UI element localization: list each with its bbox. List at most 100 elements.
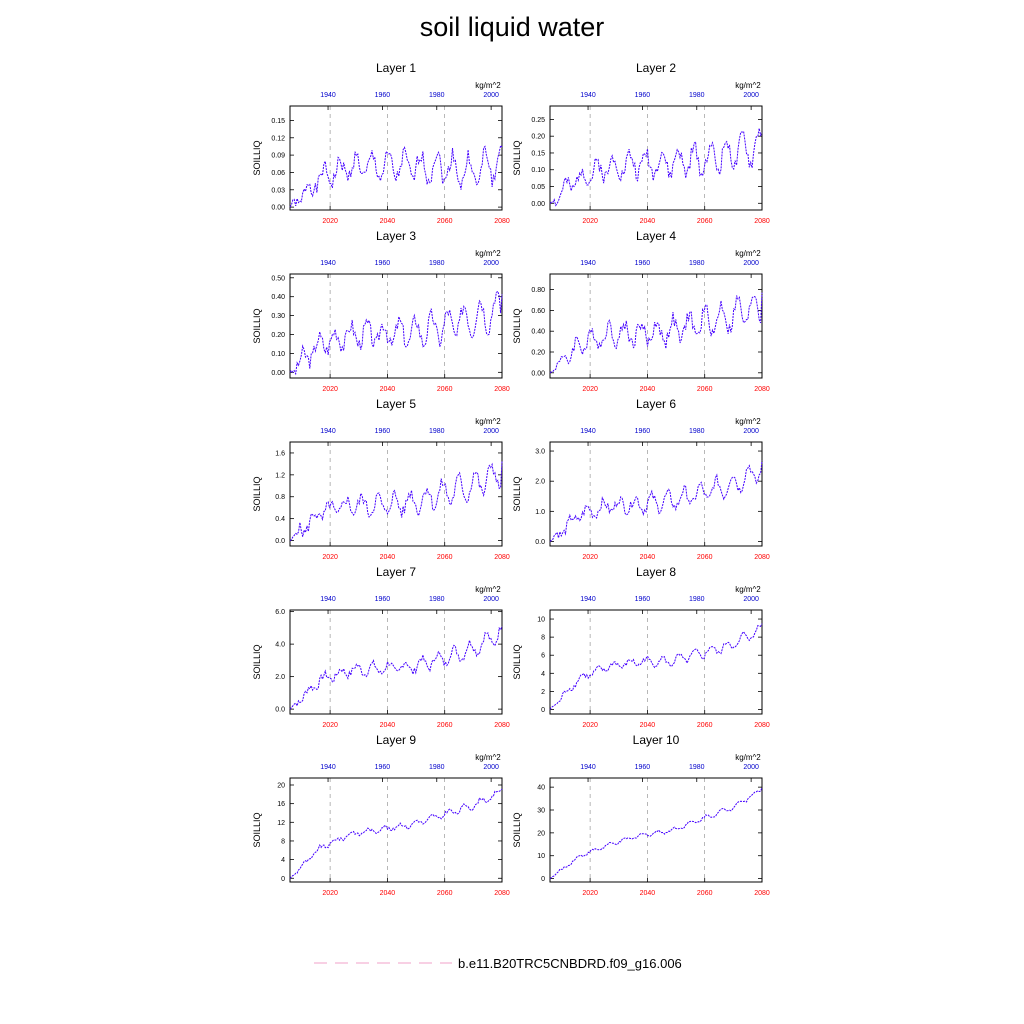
y-tick-label: 0.60 [531,308,545,315]
y-tick-label: 20 [277,782,285,789]
y-tick-label: 0.00 [271,370,285,377]
x-tick-label: 2080 [494,386,510,393]
series-line [289,290,503,376]
panel-layer-5: Layer 5 kg/m^2 SOILLIQ 0.0 0.4 0.8 1.2 1.6 2020 2… [252,397,510,561]
x-tick-label: 2040 [380,386,396,393]
x-tick-label: 2080 [754,890,770,897]
y-tick-label: 10 [537,617,545,624]
units-label: kg/m^2 [475,585,501,594]
x-tick-label: 2080 [494,218,510,225]
y-tick-label: 1.2 [275,472,285,479]
y-tick-label: 6.0 [275,609,285,616]
y-tick-label: 0.10 [271,351,285,358]
x-tick-label: 2060 [437,722,453,729]
top-x-tick-label: 1980 [689,596,705,603]
x-tick-label: 2020 [322,890,338,897]
units-label: kg/m^2 [735,753,761,762]
y-tick-label: 0.80 [531,287,545,294]
series-line [289,788,503,879]
top-x-tick-label: 2000 [483,428,499,435]
top-x-tick-label: 1980 [429,428,445,435]
y-tick-label: 0.06 [271,170,285,177]
x-tick-label: 2060 [697,386,713,393]
y-tick-label: 30 [537,808,545,815]
y-tick-label: 2.0 [535,479,545,486]
plot-frame [549,273,763,379]
y-axis-label: SOILLIQ [512,140,522,175]
panel-layer-10: Layer 10 kg/m^2 SOILLIQ 0 10 20 30 40 2020 2040 20… [512,733,770,897]
y-tick-label: 8 [281,838,285,845]
plot-frame [289,777,503,883]
plot-frame [289,273,503,379]
x-tick-label: 2060 [437,890,453,897]
y-tick-label: 0.09 [271,153,285,160]
y-tick-label: 3.0 [535,449,545,456]
top-x-tick-label: 1940 [320,596,336,603]
x-tick-label: 2080 [754,386,770,393]
y-tick-label: 12 [277,820,285,827]
panel-layer-2: Layer 2 kg/m^2 SOILLIQ 0.00 0.05 0.10 0.15 0.20… [512,61,770,225]
top-x-tick-label: 1960 [635,428,651,435]
top-x-tick-label: 1980 [429,764,445,771]
y-tick-label: 1.6 [275,450,285,457]
y-tick-label: 1.0 [535,509,545,516]
x-tick-label: 2060 [437,218,453,225]
x-tick-label: 2060 [697,890,713,897]
plot-frame [289,105,503,211]
units-label: kg/m^2 [475,753,501,762]
panel-layer-3: Layer 3 kg/m^2 SOILLIQ 0.00 0.10 0.20 0.30 0.40… [252,229,510,393]
top-x-tick-label: 1940 [320,260,336,267]
top-x-tick-label: 2000 [743,428,759,435]
units-label: kg/m^2 [475,81,501,90]
y-tick-label: 4 [541,671,545,678]
plot-frame [549,777,763,883]
y-tick-label: 20 [537,830,545,837]
series-line [289,626,503,710]
top-x-tick-label: 1940 [580,92,596,99]
y-tick-label: 16 [277,801,285,808]
plot-frame [549,441,763,547]
panel-title: Layer 9 [376,733,416,747]
panel-title: Layer 1 [376,61,416,75]
top-x-tick-label: 2000 [743,764,759,771]
x-tick-label: 2020 [582,722,598,729]
y-tick-label: 0.25 [531,117,545,124]
panel-title: Layer 3 [376,229,416,243]
y-axis-label: SOILLIQ [252,140,262,175]
y-tick-label: 0 [541,707,545,714]
x-tick-label: 2020 [322,554,338,561]
top-x-tick-label: 1940 [580,596,596,603]
y-tick-label: 0.40 [271,294,285,301]
series-line [549,787,763,880]
panel-title: Layer 7 [376,565,416,579]
y-tick-label: 0.05 [531,184,545,191]
x-tick-label: 2080 [754,722,770,729]
plot-frame [289,609,503,715]
x-tick-label: 2060 [437,554,453,561]
plot-frame [549,609,763,715]
y-tick-label: 0.0 [275,707,285,714]
y-tick-label: 0.20 [271,332,285,339]
top-x-tick-label: 2000 [743,92,759,99]
y-tick-label: 0.4 [275,516,285,523]
x-tick-label: 2040 [640,554,656,561]
top-x-tick-label: 1960 [375,428,391,435]
y-tick-label: 0.50 [271,275,285,282]
y-tick-label: 0 [541,876,545,883]
units-label: kg/m^2 [475,249,501,258]
units-label: kg/m^2 [475,417,501,426]
panel-title: Layer 8 [636,565,676,579]
units-label: kg/m^2 [735,81,761,90]
y-tick-label: 0.12 [271,135,285,142]
x-tick-label: 2080 [754,218,770,225]
top-x-tick-label: 1980 [689,428,705,435]
y-tick-label: 2 [541,689,545,696]
units-label: kg/m^2 [735,249,761,258]
x-tick-label: 2040 [380,890,396,897]
y-axis-label: SOILLIQ [252,308,262,343]
top-x-tick-label: 2000 [483,260,499,267]
top-x-tick-label: 2000 [483,764,499,771]
y-axis-label: SOILLIQ [512,308,522,343]
top-x-tick-label: 1980 [429,260,445,267]
